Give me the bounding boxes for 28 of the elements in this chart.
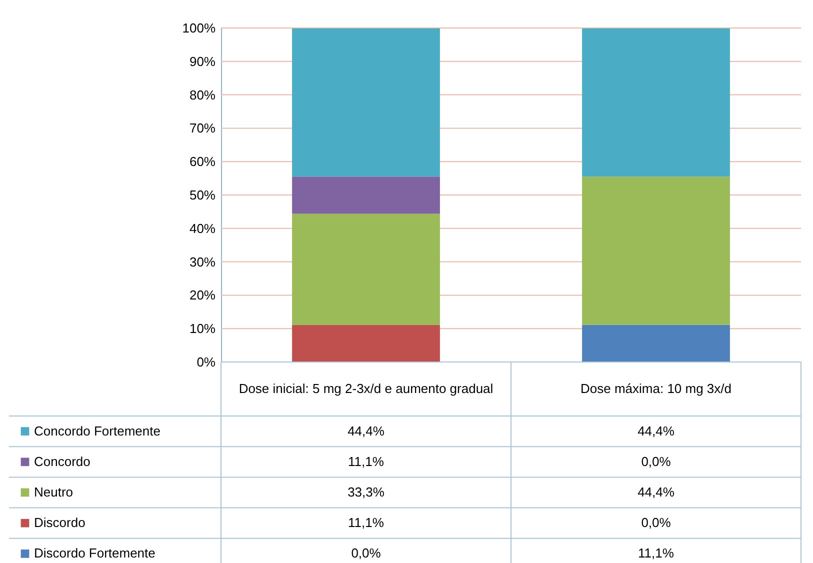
x-tick-label: Dose inicial: 5 mg 2-3x/d e aumento gradual bbox=[238, 381, 494, 396]
legend-label: Concordo Fortemente bbox=[34, 423, 160, 438]
y-tick-label: 10% bbox=[189, 321, 216, 336]
data-label: 11,1% bbox=[348, 454, 384, 469]
y-tick-label: 40% bbox=[189, 220, 216, 236]
data-label: 44,4% bbox=[638, 423, 675, 438]
y-tick-label: 50% bbox=[189, 188, 216, 202]
data-label: 11,1% bbox=[638, 546, 674, 561]
legend-label: Discordo bbox=[34, 515, 86, 530]
y-tick-label: 70% bbox=[189, 120, 216, 136]
x-tick-label: Dose máxima: 10 mg 3x/d bbox=[580, 381, 732, 396]
data-label: 11,1% bbox=[348, 515, 384, 530]
y-tick-label: 100% bbox=[182, 20, 216, 36]
y-tick-label: 90% bbox=[189, 54, 216, 69]
y-tick-label: 80% bbox=[189, 87, 216, 102]
data-label: 33,3% bbox=[348, 484, 385, 500]
data-label: 0,0% bbox=[351, 546, 382, 561]
y-tick-label: 20% bbox=[189, 288, 216, 303]
data-label: 44,4% bbox=[638, 484, 675, 500]
y-tick-label: 60% bbox=[189, 154, 216, 170]
legend-label: Neutro bbox=[34, 484, 74, 500]
legend-label: Discordo Fortemente bbox=[34, 546, 156, 561]
data-label: 0,0% bbox=[641, 454, 672, 469]
data-label: 0,0% bbox=[641, 515, 672, 530]
legend-label: Concordo bbox=[34, 454, 90, 469]
data-label: 44,4% bbox=[348, 423, 385, 438]
y-tick-label: 30% bbox=[189, 254, 216, 270]
y-tick-label: 0% bbox=[196, 354, 216, 370]
